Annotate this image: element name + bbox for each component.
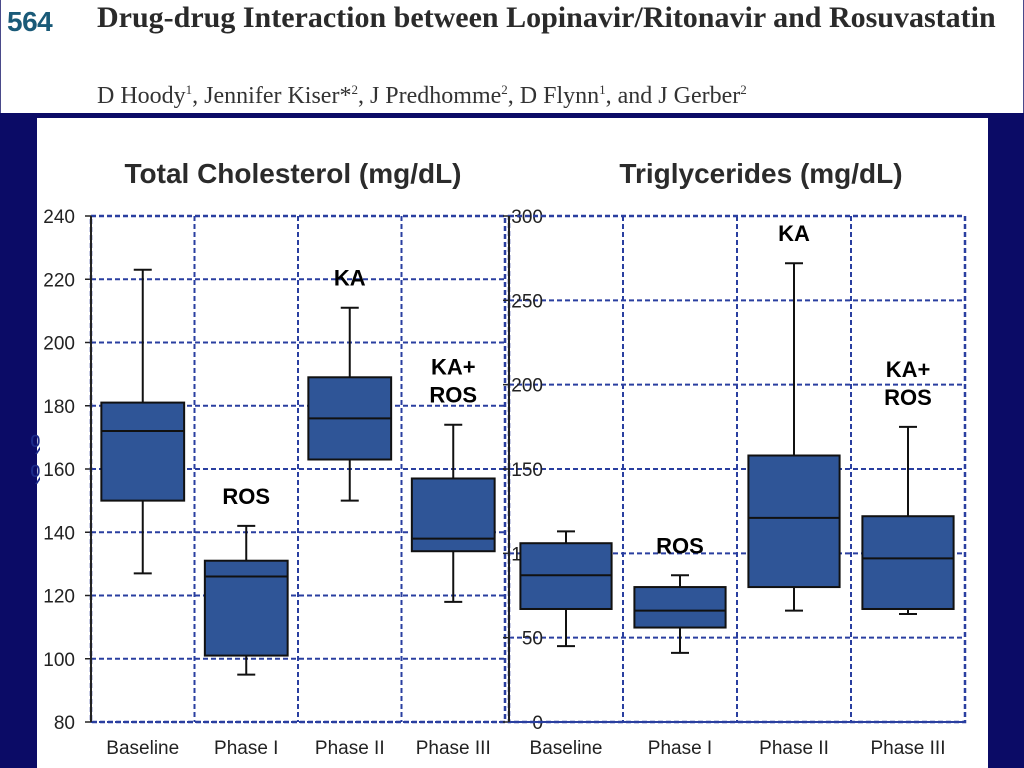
x-category-label: Phase II [315,738,385,759]
box-annotation-label: KA [334,266,366,291]
x-category-label: Phase I [214,738,278,759]
box-annotation-label: ROS [656,533,704,558]
author-name: D Hoody [97,83,186,109]
y-tick-label: 100 [43,650,75,671]
author-name: J Predhomme [369,83,502,109]
side-glyph-2: % [30,460,40,490]
author-name: J Gerber [658,83,741,109]
y-tick-label: 240 [43,207,75,228]
box-iqr [410,477,496,553]
y-tick-label: 180 [43,397,75,418]
poster-title: Drug-drug Interaction between Lopinavir/… [97,1,996,34]
box-annotation-label: ROS [222,484,270,509]
box-iqr [203,559,289,657]
y-tick-label: 120 [43,587,75,608]
author-name: D Flynn [519,83,600,109]
box-annotation-label: KA+ [431,355,476,380]
poster-number: 564 [7,6,53,37]
side-glyph-fragment: % % [30,430,40,490]
x-category-label: Baseline [106,738,179,759]
author-list: D Hoody1, Jennifer Kiser*2, J Predhomme2… [97,82,747,110]
x-category-label: Phase III [416,738,491,759]
y-tick-label: 50 [522,629,543,650]
box-iqr [861,515,955,610]
box-plot-charts: Total Cholesterol (mg/dL) 80 100 120 140 160 1… [43,158,967,759]
y-tick-label: 250 [511,291,543,312]
x-category-label: Phase II [759,738,829,759]
plot-frame [507,214,967,724]
author-separator: , [507,83,520,109]
author-name: Jennifer Kiser* [204,83,352,109]
box-annotation-label: KA+ [886,357,931,382]
author-affiliation: 2 [501,82,508,97]
y-tick-label: 140 [43,523,75,544]
author-affiliation: 2 [351,82,358,97]
chart-title: Triglycerides (mg/dL) [619,158,902,189]
x-category-label: Phase III [871,738,946,759]
box-annotation-label: KA [778,221,810,246]
y-tick-label: 200 [511,376,543,397]
chart-panel: Total Cholesterol (mg/dL) 80 100 120 140 160 1… [37,118,988,768]
author-separator: , [357,83,370,109]
author-affiliation: 1 [185,82,193,97]
box-annotation-label: ROS [884,385,932,410]
y-tick-label: 80 [54,713,75,734]
y-tick-label: 160 [43,460,75,481]
box-iqr [633,586,727,629]
side-glyph-1: % [30,430,40,460]
y-tick-label: 150 [511,460,543,481]
author-separator: , [192,83,205,109]
y-tick-label: 300 [511,207,543,228]
box-iqr [100,401,186,502]
author-separator: , and [605,83,659,109]
chart-title: Total Cholesterol (mg/dL) [124,158,461,189]
author-affiliation: 1 [599,82,606,97]
x-category-label: Phase I [648,738,712,759]
x-category-label: Baseline [530,738,603,759]
y-tick-label: 220 [43,270,75,291]
y-tick-label: 200 [43,334,75,355]
poster-header: 564 Drug-drug Interaction between Lopina… [0,0,1024,113]
box-iqr [747,454,841,589]
box-annotation-label: ROS [429,383,477,408]
author-affiliation: 2 [740,82,747,97]
y-tick-label: 0 [532,713,543,734]
